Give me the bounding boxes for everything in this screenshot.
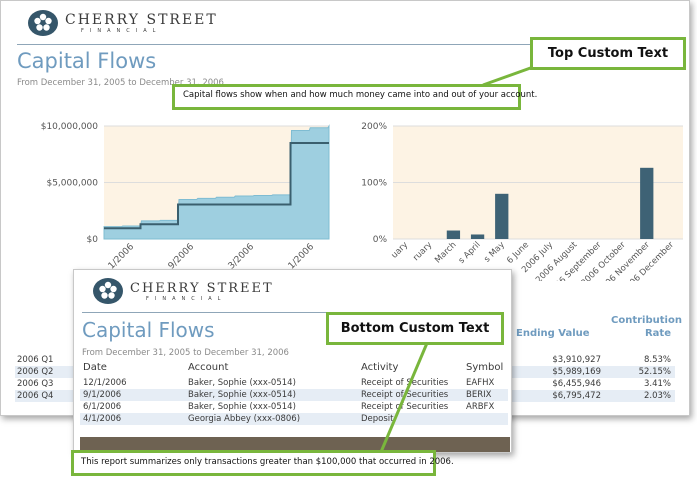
top-callout-arrow (482, 64, 537, 87)
contribution-rate: 2.03% (643, 391, 671, 401)
table-row-date: 4/1/2006 (83, 414, 122, 424)
table-row-symbol: EAFHX (466, 378, 495, 388)
line-series-net-contributions (104, 141, 329, 230)
page-subtitle: From December 31, 2005 to December 31, 2… (82, 348, 289, 358)
page-title: Capital Flows (82, 318, 215, 342)
y-tick-label: $5,000,000 (46, 179, 98, 189)
table-row-account: Baker, Sophie (xxx-0514) (188, 402, 296, 412)
ending-value: $5,989,169 (552, 367, 601, 377)
table-row-band (80, 413, 508, 425)
bar (495, 193, 509, 239)
capital-flows-area-chart: $10,000,000$5,000,000$01/2006 9/2006 3/200… (41, 122, 330, 272)
page-subtitle: From December 31, 2005 to December 31, 2… (17, 78, 224, 88)
header-rule (82, 312, 502, 313)
y-tick-label: $10,000,000 (41, 122, 99, 132)
y-tick-label: 200% (361, 122, 387, 132)
table-row-activity: Receipt of Securities (361, 378, 449, 388)
quarter-label: 2006 Q1 (17, 355, 54, 365)
y-tick-label: 100% (361, 179, 387, 189)
bottom-callout-arrow (379, 335, 432, 453)
table-row-activity: Deposit (361, 414, 394, 424)
logo-text: CHERRY STREET (65, 12, 218, 28)
table-row-date: 9/1/2006 (83, 390, 122, 400)
ending-value: $6,455,946 (552, 379, 601, 389)
ending-value: $6,795,472 (552, 391, 601, 401)
contribution-rate: 8.53% (643, 355, 671, 365)
table-row-date: 6/1/2006 (83, 402, 122, 412)
bottom-custom-text-label: Bottom Custom Text (326, 312, 504, 345)
column-header-activity: Activity (361, 362, 399, 373)
contribution-header-line1: Contribution (611, 315, 682, 326)
column-header-account: Account (188, 362, 229, 373)
top-custom-text-label: Top Custom Text (530, 37, 686, 70)
logo-subtext: FINANCIAL (146, 295, 227, 302)
column-header-date: Date (83, 362, 107, 373)
front-report-page: CHERRY STREET FINANCIAL Capital Flows Fr… (73, 269, 512, 453)
y-tick-label: $0 (87, 235, 99, 245)
contribution-header-line2: Rate (644, 328, 671, 339)
logo-text: CHERRY STREET (130, 280, 274, 296)
table-row-symbol: ARBFX (466, 402, 495, 412)
table-row-account: Georgia Abbey (xxx-0806) (188, 414, 301, 424)
page-title: Capital Flows (17, 49, 157, 73)
top-custom-text: Capital flows show when and how much mon… (183, 90, 538, 100)
table-row-symbol: BERIX (466, 390, 492, 400)
contribution-rate: 3.41% (643, 379, 671, 389)
bottom-custom-text: This report summarizes only transactions… (81, 457, 454, 467)
logo-subtext: FINANCIAL (81, 28, 162, 34)
ending-value: $3,910,927 (552, 355, 601, 365)
footer-bar (80, 437, 510, 452)
header-rule (17, 44, 677, 45)
cherry-blossom-logo-icon (93, 278, 123, 304)
quarter-label: 2006 Q4 (17, 391, 54, 401)
ending-value-header: Ending Value (516, 328, 590, 339)
contribution-rate: 52.15% (638, 367, 671, 377)
quarter-label: 2006 Q3 (17, 379, 54, 389)
bar (446, 230, 461, 239)
quarter-label: 2006 Q2 (17, 367, 54, 377)
cherry-blossom-logo-icon (28, 10, 58, 36)
table-row-date: 12/1/2006 (83, 378, 127, 388)
column-header-symbol: Symbol (466, 362, 504, 373)
bar (470, 234, 485, 239)
bar (640, 167, 654, 239)
bottom-custom-text-box (71, 450, 436, 476)
table-row-band (80, 389, 508, 401)
table-row-account: Baker, Sophie (xxx-0514) (188, 390, 296, 400)
company-logo: CHERRY STREET FINANCIAL (27, 9, 218, 37)
y-tick-label: 0% (373, 235, 388, 245)
table-row-account: Baker, Sophie (xxx-0514) (188, 378, 296, 388)
table-row-activity: Receipt of Securities (361, 402, 449, 412)
top-custom-text-box (172, 84, 521, 110)
company-logo: CHERRY STREET FINANCIAL (92, 277, 274, 305)
